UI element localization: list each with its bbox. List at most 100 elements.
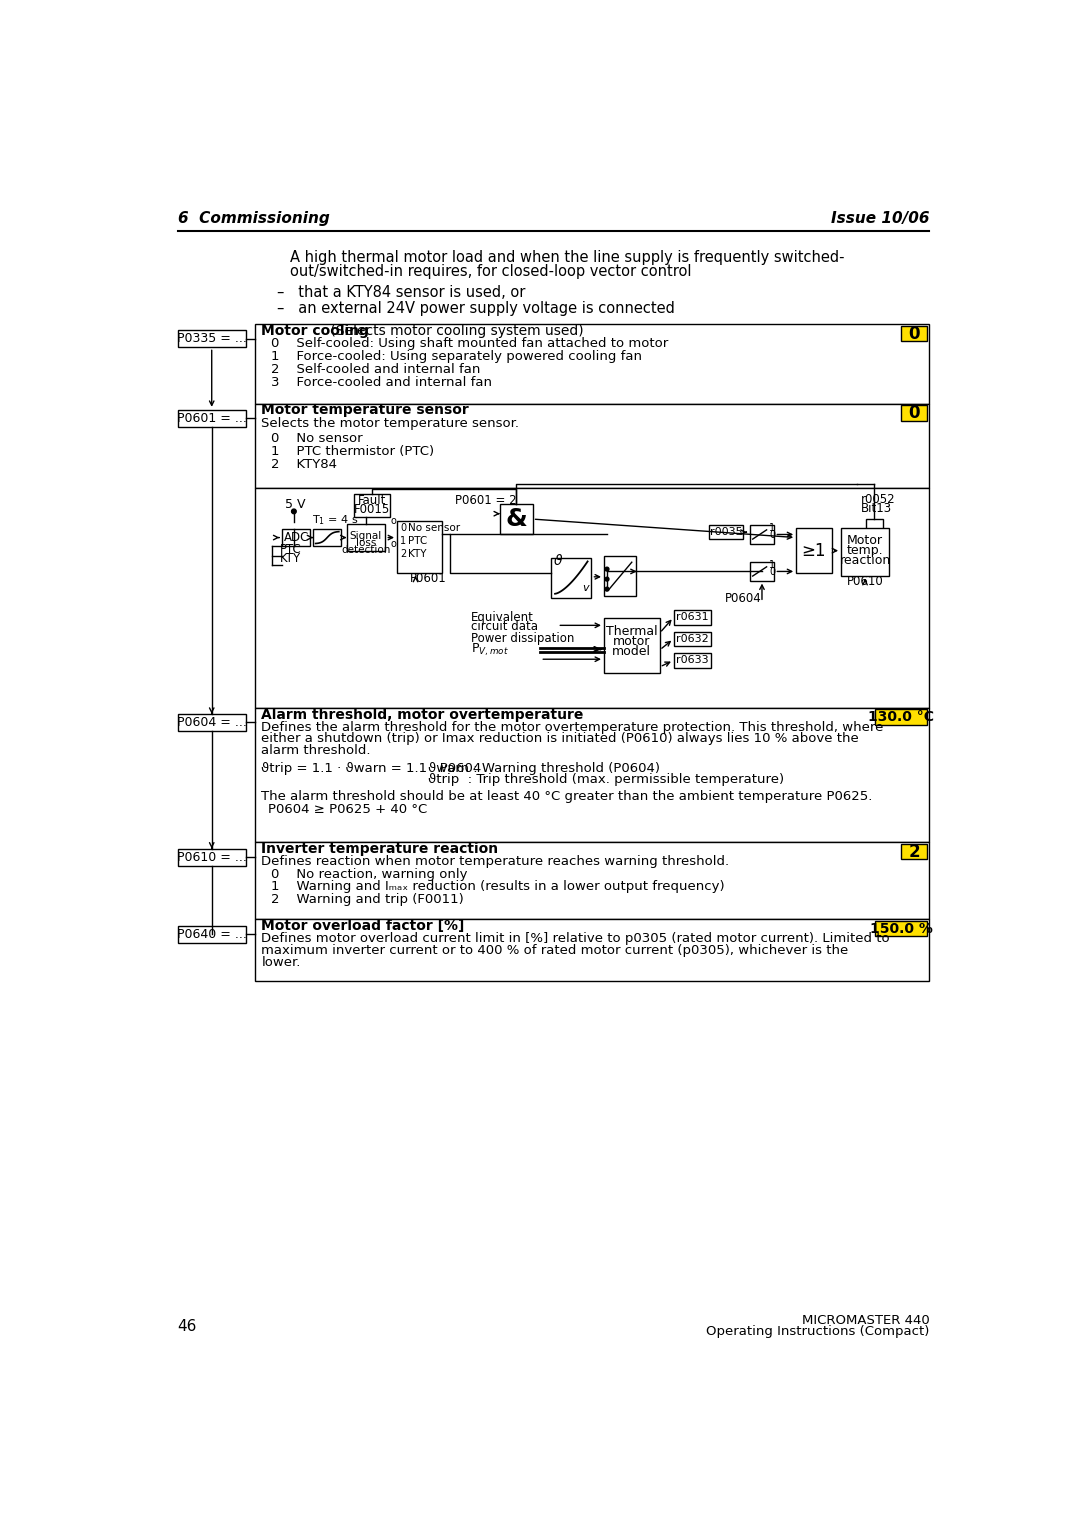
Text: detection: detection bbox=[341, 545, 391, 555]
Text: Operating Instructions (Compact): Operating Instructions (Compact) bbox=[706, 1325, 930, 1339]
Text: 46: 46 bbox=[177, 1319, 197, 1334]
Text: 5 V: 5 V bbox=[284, 498, 305, 512]
Text: P0601 = 2: P0601 = 2 bbox=[455, 495, 516, 507]
Circle shape bbox=[605, 567, 609, 571]
Text: Motor temperature sensor: Motor temperature sensor bbox=[261, 403, 469, 417]
Text: r0052: r0052 bbox=[861, 494, 895, 506]
Bar bbox=[604, 556, 636, 596]
Text: v: v bbox=[582, 584, 589, 593]
Text: Defines the alarm threshold for the motor overtemperature protection. This thres: Defines the alarm threshold for the moto… bbox=[261, 721, 883, 733]
Text: 6  Commissioning: 6 Commissioning bbox=[177, 211, 329, 226]
Text: 1: 1 bbox=[769, 523, 775, 533]
Bar bbox=[177, 714, 246, 730]
Text: –   that a KTY84 sensor is used, or: – that a KTY84 sensor is used, or bbox=[276, 284, 525, 299]
Text: F0015: F0015 bbox=[354, 503, 390, 516]
Bar bbox=[796, 529, 832, 573]
Text: Defines reaction when motor temperature reaches warning threshold.: Defines reaction when motor temperature … bbox=[261, 854, 729, 868]
Bar bbox=[674, 610, 711, 625]
Bar bbox=[177, 848, 246, 865]
Bar bbox=[674, 652, 711, 668]
Text: circuit data: circuit data bbox=[471, 620, 538, 633]
Text: 0    No sensor: 0 No sensor bbox=[271, 432, 362, 445]
Text: T$_1$ = 4 s: T$_1$ = 4 s bbox=[312, 513, 359, 527]
Text: 3    Force-cooled and internal fan: 3 Force-cooled and internal fan bbox=[271, 376, 491, 388]
Text: P0601: P0601 bbox=[410, 571, 447, 585]
Text: P0335 = ...: P0335 = ... bbox=[177, 333, 246, 345]
Text: r0632: r0632 bbox=[676, 634, 708, 643]
Text: ϑ: ϑ bbox=[554, 553, 563, 567]
Text: maximum inverter current or to 400 % of rated motor current (p0305), whichever i: maximum inverter current or to 400 % of … bbox=[261, 944, 849, 957]
Text: No sensor: No sensor bbox=[408, 523, 460, 533]
Text: r0035: r0035 bbox=[710, 527, 743, 538]
Text: r0633: r0633 bbox=[676, 656, 708, 665]
Text: Power dissipation: Power dissipation bbox=[471, 633, 573, 645]
Bar bbox=[875, 921, 927, 937]
Text: ϑtrip = 1.1 · ϑwarn = 1.1 · P0604: ϑtrip = 1.1 · ϑwarn = 1.1 · P0604 bbox=[261, 761, 482, 775]
Text: ϑtrip  : Trip threshold (max. permissible temperature): ϑtrip : Trip threshold (max. permissible… bbox=[428, 773, 784, 787]
Text: alarm threshold.: alarm threshold. bbox=[261, 744, 370, 756]
Text: KTY: KTY bbox=[408, 549, 427, 559]
Text: 2: 2 bbox=[400, 549, 406, 559]
Bar bbox=[177, 330, 246, 347]
Text: either a shutdown (trip) or Imax reduction is initiated (P0610) always lies 10 %: either a shutdown (trip) or Imax reducti… bbox=[261, 732, 859, 746]
Bar bbox=[902, 325, 927, 341]
Text: PTC: PTC bbox=[408, 536, 427, 545]
Circle shape bbox=[292, 509, 296, 513]
Bar bbox=[313, 529, 341, 545]
Text: A high thermal motor load and when the line supply is frequently switched-: A high thermal motor load and when the l… bbox=[291, 251, 845, 264]
Text: 0: 0 bbox=[400, 523, 406, 533]
Text: 1    Force-cooled: Using separately powered cooling fan: 1 Force-cooled: Using separately powered… bbox=[271, 350, 642, 362]
Text: P0610: P0610 bbox=[847, 576, 883, 588]
Text: Motor cooling: Motor cooling bbox=[261, 324, 369, 338]
Text: 150.0 %: 150.0 % bbox=[869, 921, 932, 935]
Text: P0601 = ...: P0601 = ... bbox=[177, 411, 246, 425]
Text: Equivalent: Equivalent bbox=[471, 611, 534, 623]
Text: 2    KTY84: 2 KTY84 bbox=[271, 458, 337, 471]
Text: motor: motor bbox=[613, 636, 650, 648]
Bar bbox=[750, 562, 774, 581]
Text: &: & bbox=[505, 507, 527, 532]
Bar bbox=[750, 526, 774, 544]
Text: Motor overload factor [%]: Motor overload factor [%] bbox=[261, 920, 464, 934]
Bar bbox=[397, 521, 442, 573]
Text: ADC: ADC bbox=[284, 532, 309, 544]
Bar bbox=[604, 617, 660, 672]
Text: 1    PTC thermistor (PTC): 1 PTC thermistor (PTC) bbox=[271, 445, 434, 458]
Text: 2    Warning and trip (F0011): 2 Warning and trip (F0011) bbox=[271, 892, 463, 906]
Text: 130.0 °C: 130.0 °C bbox=[868, 711, 934, 724]
Bar bbox=[255, 324, 930, 403]
Text: 1: 1 bbox=[769, 559, 775, 570]
Text: 1: 1 bbox=[400, 536, 406, 545]
Circle shape bbox=[605, 587, 609, 591]
Text: P0610 = ...: P0610 = ... bbox=[177, 851, 246, 863]
Text: 0    No reaction, warning only: 0 No reaction, warning only bbox=[271, 868, 468, 882]
Text: The alarm threshold should be at least 40 °C greater than the ambient temperatur: The alarm threshold should be at least 4… bbox=[261, 790, 873, 804]
Text: Defines motor overload current limit in [%] relative to p0305 (rated motor curre: Defines motor overload current limit in … bbox=[261, 932, 890, 944]
Text: ≥1: ≥1 bbox=[801, 541, 826, 559]
Bar bbox=[177, 410, 246, 426]
Text: 1    Warning and Iₘₐₓ reduction (results in a lower output frequency): 1 Warning and Iₘₐₓ reduction (results in… bbox=[271, 880, 725, 894]
Text: lower.: lower. bbox=[261, 957, 300, 969]
Bar bbox=[902, 843, 927, 859]
Text: KTY: KTY bbox=[280, 552, 301, 565]
Text: Issue 10/06: Issue 10/06 bbox=[831, 211, 930, 226]
Text: (Selects motor cooling system used): (Selects motor cooling system used) bbox=[326, 324, 584, 338]
Bar bbox=[347, 524, 386, 552]
Bar bbox=[255, 920, 930, 981]
Text: Motor: Motor bbox=[847, 535, 883, 547]
Text: 2: 2 bbox=[908, 843, 920, 860]
Text: P$_{V,mot}$: P$_{V,mot}$ bbox=[471, 642, 509, 659]
Text: P0604 ≥ P0625 + 40 °C: P0604 ≥ P0625 + 40 °C bbox=[268, 804, 427, 816]
Text: P0604 = ...: P0604 = ... bbox=[177, 715, 246, 729]
Bar bbox=[354, 494, 390, 516]
Bar bbox=[255, 489, 930, 707]
Text: Fault: Fault bbox=[357, 494, 387, 507]
Text: 0: 0 bbox=[908, 403, 920, 422]
Text: ϑwarn : Warning threshold (P0604): ϑwarn : Warning threshold (P0604) bbox=[428, 761, 660, 775]
Text: model: model bbox=[612, 645, 651, 659]
Text: –   an external 24V power supply voltage is connected: – an external 24V power supply voltage i… bbox=[276, 301, 675, 316]
Text: reaction: reaction bbox=[839, 555, 891, 567]
Text: Inverter temperature reaction: Inverter temperature reaction bbox=[261, 842, 499, 856]
Bar bbox=[255, 403, 930, 489]
Bar bbox=[710, 526, 743, 539]
